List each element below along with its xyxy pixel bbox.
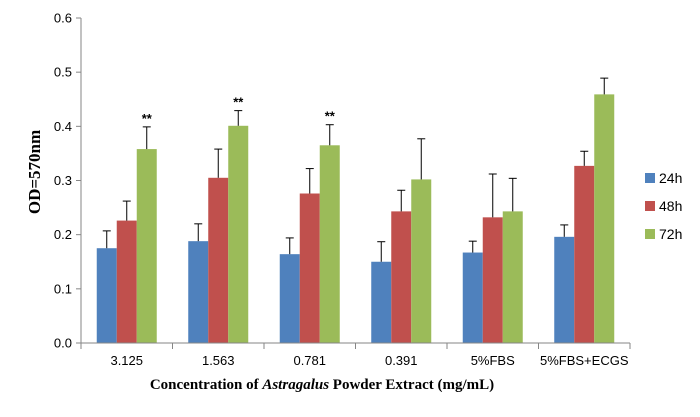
legend-swatch-48h — [645, 201, 655, 211]
y-tick-label: 0.5 — [54, 65, 72, 80]
bar-24h — [371, 261, 392, 343]
x-tick-label: 0.391 — [385, 353, 418, 368]
bar-24h — [462, 252, 483, 343]
x-axis-title-suffix: Powder Extract (mg/mL) — [329, 377, 494, 393]
bar-24h — [554, 236, 575, 343]
bar-72h — [228, 125, 249, 344]
significance-marker: ** — [142, 111, 153, 126]
significance-annotations: ** ** ** — [142, 95, 336, 126]
bar-24h — [279, 254, 300, 343]
legend-label-72h: 72h — [659, 226, 682, 242]
x-tick-label: 1.563 — [202, 353, 235, 368]
x-axis-ticks: 3.125 1.563 0.781 0.391 5%FBS 5%FBS+ECGS — [80, 343, 631, 368]
y-tick-label: 0.3 — [54, 173, 72, 188]
bar-72h — [502, 211, 523, 343]
legend: 24h 48h 72h — [645, 170, 682, 242]
x-axis-title-italic: Astragalus — [261, 377, 329, 393]
legend-swatch-72h — [645, 229, 655, 239]
significance-marker: ** — [233, 95, 244, 110]
bar-48h — [299, 193, 320, 343]
significance-marker: ** — [325, 109, 336, 124]
x-tick-label: 5%FBS+ECGS — [540, 353, 629, 368]
y-axis-ticks: 0.0 0.1 0.2 0.3 0.4 0.5 0.6 — [54, 11, 81, 351]
x-axis-title-prefix: Concentration of — [150, 377, 263, 393]
legend-label-48h: 48h — [659, 198, 682, 214]
bar-24h — [96, 248, 117, 343]
bar-72h — [136, 149, 157, 343]
y-tick-label: 0.6 — [54, 11, 72, 26]
bar-48h — [391, 211, 412, 343]
x-tick-label: 5%FBS — [471, 353, 515, 368]
y-tick-label: 0.4 — [54, 119, 72, 134]
bar-48h — [482, 217, 503, 343]
y-axis-title: OD=570nm — [25, 130, 44, 214]
bars — [96, 77, 615, 344]
axes — [80, 18, 630, 344]
y-tick-label: 0.0 — [54, 336, 72, 351]
x-axis-title: Concentration of Astragalus Powder Extra… — [150, 377, 494, 393]
bar-48h — [574, 165, 595, 343]
y-tick-label: 0.2 — [54, 227, 72, 242]
x-tick-label: 0.781 — [293, 353, 326, 368]
bar-72h — [594, 94, 615, 343]
y-tick-label: 0.1 — [54, 281, 72, 296]
bar-72h — [411, 179, 432, 343]
legend-label-24h: 24h — [659, 170, 682, 186]
bar-24h — [188, 241, 209, 343]
legend-swatch-24h — [645, 173, 655, 183]
bar-48h — [116, 220, 137, 343]
bar-72h — [319, 145, 340, 343]
x-tick-label: 3.125 — [110, 353, 143, 368]
bar-48h — [208, 177, 229, 343]
